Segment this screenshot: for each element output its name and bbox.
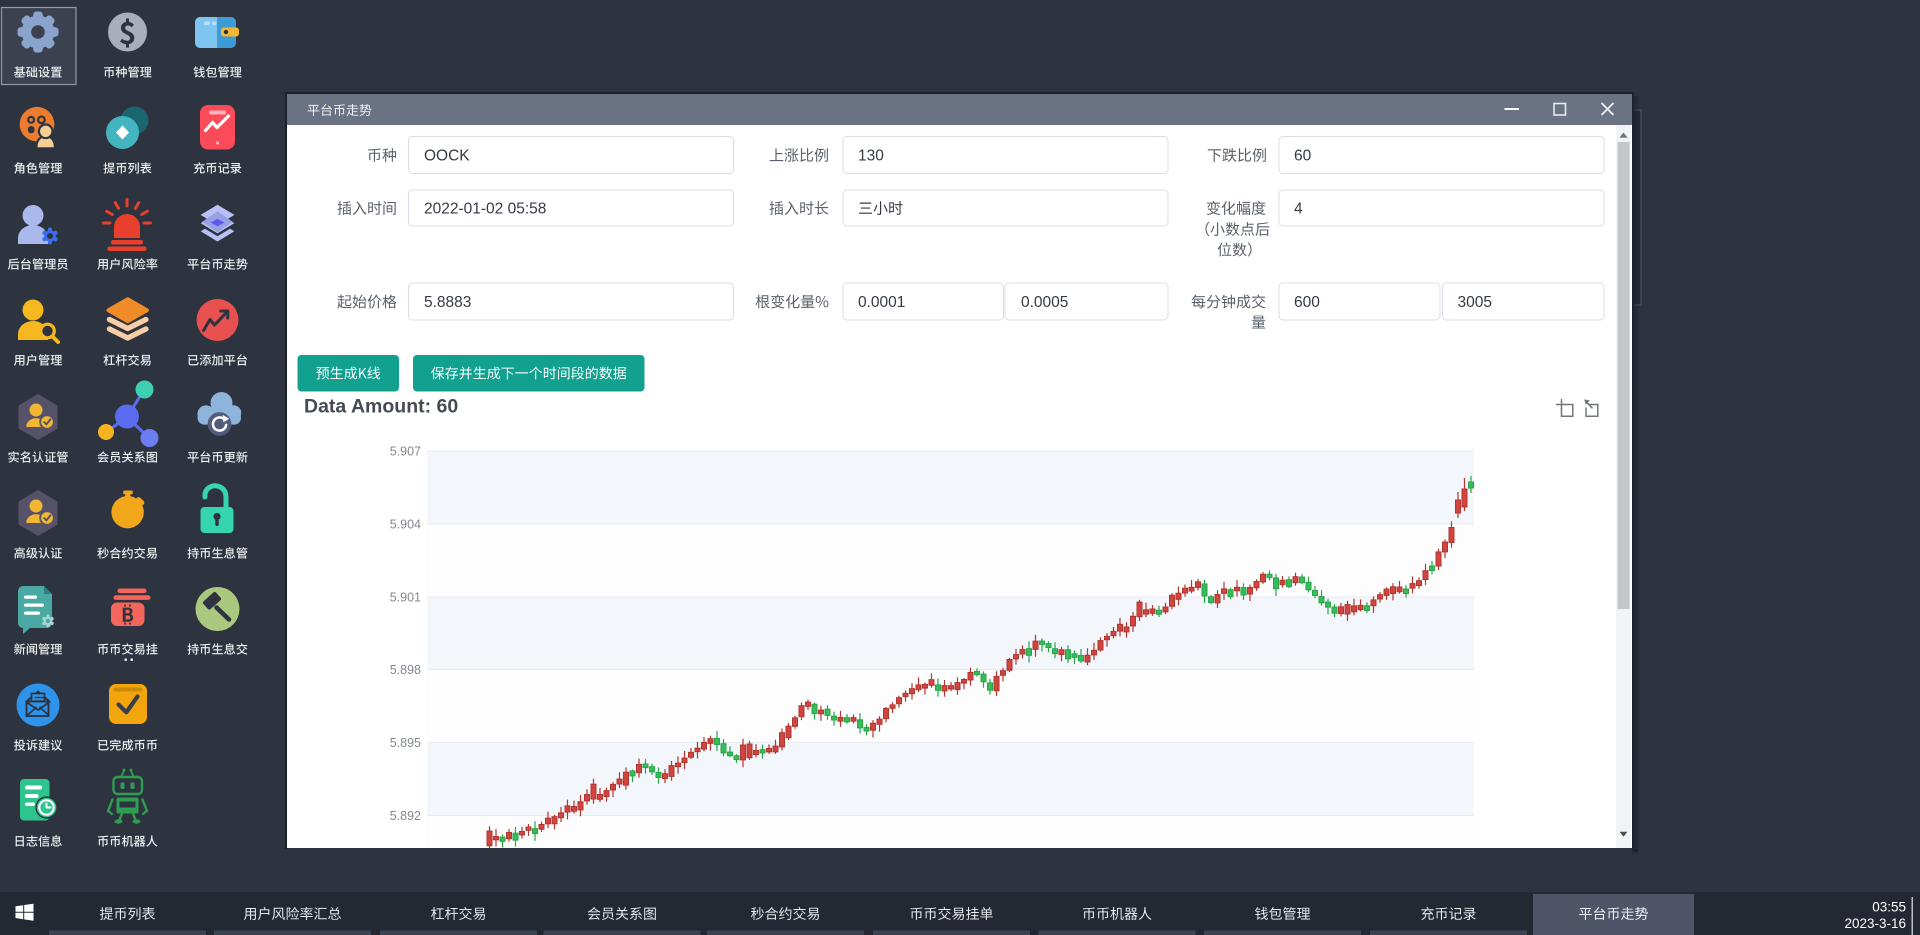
svg-text:5.895: 5.895: [390, 736, 421, 750]
svg-text:2023-3-16: 2023-3-16: [1844, 916, 1906, 931]
svg-text:Data Amount: 60: Data Amount: 60: [304, 396, 458, 418]
svg-text:OOCK: OOCK: [424, 148, 470, 165]
svg-text:60: 60: [1294, 148, 1312, 165]
svg-text:2022-01-02 05:58: 2022-01-02 05:58: [424, 201, 546, 218]
svg-text:4: 4: [1294, 201, 1303, 218]
svg-text:5.898: 5.898: [390, 663, 421, 677]
svg-text:0.0001: 0.0001: [858, 294, 905, 311]
svg-text:0.0005: 0.0005: [1021, 294, 1068, 311]
svg-text:5.892: 5.892: [390, 809, 421, 823]
svg-text:5.901: 5.901: [390, 590, 421, 604]
svg-text:5.907: 5.907: [390, 445, 421, 459]
svg-text:600: 600: [1294, 294, 1320, 311]
svg-text:3005: 3005: [1458, 294, 1492, 311]
svg-text:03:55: 03:55: [1872, 900, 1906, 915]
svg-text:5.904: 5.904: [390, 517, 421, 531]
svg-text:130: 130: [858, 148, 884, 165]
svg-text:5.8883: 5.8883: [424, 294, 471, 311]
